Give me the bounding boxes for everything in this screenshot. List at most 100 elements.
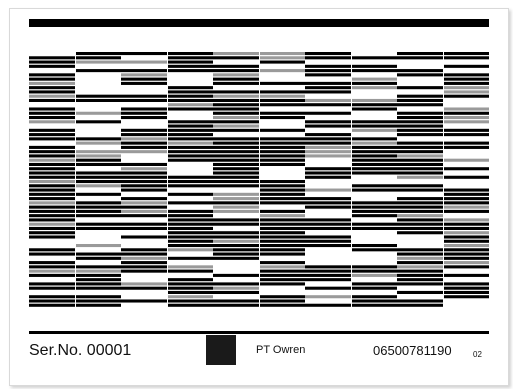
pattern-cell xyxy=(213,124,259,128)
pattern-cell xyxy=(76,69,121,73)
pattern-cell xyxy=(121,265,167,269)
pattern-cell xyxy=(76,154,121,158)
pattern-cell xyxy=(444,222,489,226)
pattern-cell xyxy=(213,81,259,85)
pattern-cell xyxy=(444,248,489,252)
pattern-cell xyxy=(260,137,305,141)
pattern-cell xyxy=(444,209,489,213)
pattern-cell xyxy=(305,86,351,90)
pattern-cell xyxy=(397,299,443,303)
pattern-cell xyxy=(444,107,489,111)
pattern-cell xyxy=(305,175,351,179)
pattern-cell xyxy=(121,128,167,132)
pattern-cell xyxy=(168,231,213,235)
pattern-cell xyxy=(397,111,443,115)
pattern-cell xyxy=(444,77,489,81)
pattern-cell xyxy=(305,278,351,282)
pattern-cell xyxy=(168,141,213,145)
pattern-cell xyxy=(397,265,443,269)
pattern-cell xyxy=(121,248,167,252)
pattern-cell xyxy=(444,218,489,222)
pattern-cell xyxy=(168,154,213,158)
pattern-cell xyxy=(444,290,489,294)
pattern-cell xyxy=(168,235,213,239)
pattern-cell xyxy=(168,299,213,303)
pattern-cell xyxy=(397,175,443,179)
pattern-cell xyxy=(29,205,75,209)
pattern-cell xyxy=(260,214,305,218)
pattern-cell xyxy=(29,73,75,77)
pattern-cell xyxy=(29,111,75,115)
pattern-cell xyxy=(213,256,259,260)
pattern-cell xyxy=(76,111,121,115)
pattern-cell xyxy=(76,162,121,166)
pattern-cell xyxy=(352,81,397,85)
pattern-cell xyxy=(260,141,305,145)
pattern-cell xyxy=(168,286,213,290)
pattern-cell xyxy=(168,214,213,218)
pattern-cell xyxy=(168,256,213,260)
pattern-cell xyxy=(121,286,167,290)
pattern-cell xyxy=(444,111,489,115)
pattern-cell xyxy=(168,192,213,196)
pattern-cell xyxy=(76,244,121,248)
pattern-cell xyxy=(352,124,397,128)
pattern-cell xyxy=(29,226,75,230)
pattern-cell xyxy=(397,167,443,171)
pattern-cell xyxy=(444,64,489,68)
pattern-cell xyxy=(305,265,351,269)
pattern-cell xyxy=(213,111,259,115)
pattern-cell xyxy=(29,231,75,235)
pattern-cell xyxy=(76,299,121,303)
pattern-cell xyxy=(168,103,213,107)
pattern-cell xyxy=(213,252,259,256)
pattern-cell xyxy=(305,69,351,73)
pattern-cell xyxy=(213,180,259,184)
pattern-cell xyxy=(305,205,351,209)
pattern-cell xyxy=(444,188,489,192)
pattern-cell xyxy=(213,141,259,145)
pattern-cell xyxy=(444,141,489,145)
pattern-cell xyxy=(352,107,397,111)
pattern-cell xyxy=(260,282,305,286)
pattern-cell xyxy=(121,73,167,77)
pattern-cell xyxy=(397,303,443,307)
pattern-cell xyxy=(397,133,443,137)
pattern-cell xyxy=(29,154,75,158)
pattern-cell xyxy=(121,282,167,286)
pattern-cell xyxy=(29,282,75,286)
pattern-cell xyxy=(305,145,351,149)
pattern-cell xyxy=(305,286,351,290)
pattern-cell xyxy=(29,167,75,171)
pattern-cell xyxy=(397,52,443,56)
pattern-cell xyxy=(444,282,489,286)
pattern-cell xyxy=(260,192,305,196)
pattern-cell xyxy=(260,128,305,132)
pattern-cell xyxy=(397,141,443,145)
pattern-cell xyxy=(397,222,443,226)
pattern-cell xyxy=(76,303,121,307)
pattern-cell xyxy=(213,167,259,171)
pattern-cell xyxy=(121,180,167,184)
pattern-cell xyxy=(352,244,397,248)
pattern-cell xyxy=(260,197,305,201)
pattern-cell xyxy=(29,64,75,68)
pattern-cell xyxy=(305,222,351,226)
pattern-cell xyxy=(168,60,213,64)
pattern-cell xyxy=(397,124,443,128)
pattern-cell xyxy=(213,218,259,222)
pattern-cell xyxy=(168,69,213,73)
pattern-cell xyxy=(213,299,259,303)
pattern-cell xyxy=(121,81,167,85)
pattern-cell xyxy=(121,299,167,303)
pattern-cell xyxy=(305,56,351,60)
pattern-cell xyxy=(305,218,351,222)
pattern-cell xyxy=(213,248,259,252)
pattern-cell xyxy=(213,205,259,209)
pattern-cell xyxy=(29,265,75,269)
pattern-cell xyxy=(121,184,167,188)
pattern-cell xyxy=(29,286,75,290)
pattern-cell xyxy=(29,261,75,265)
pattern-cell xyxy=(168,226,213,230)
pattern-cell xyxy=(213,69,259,73)
